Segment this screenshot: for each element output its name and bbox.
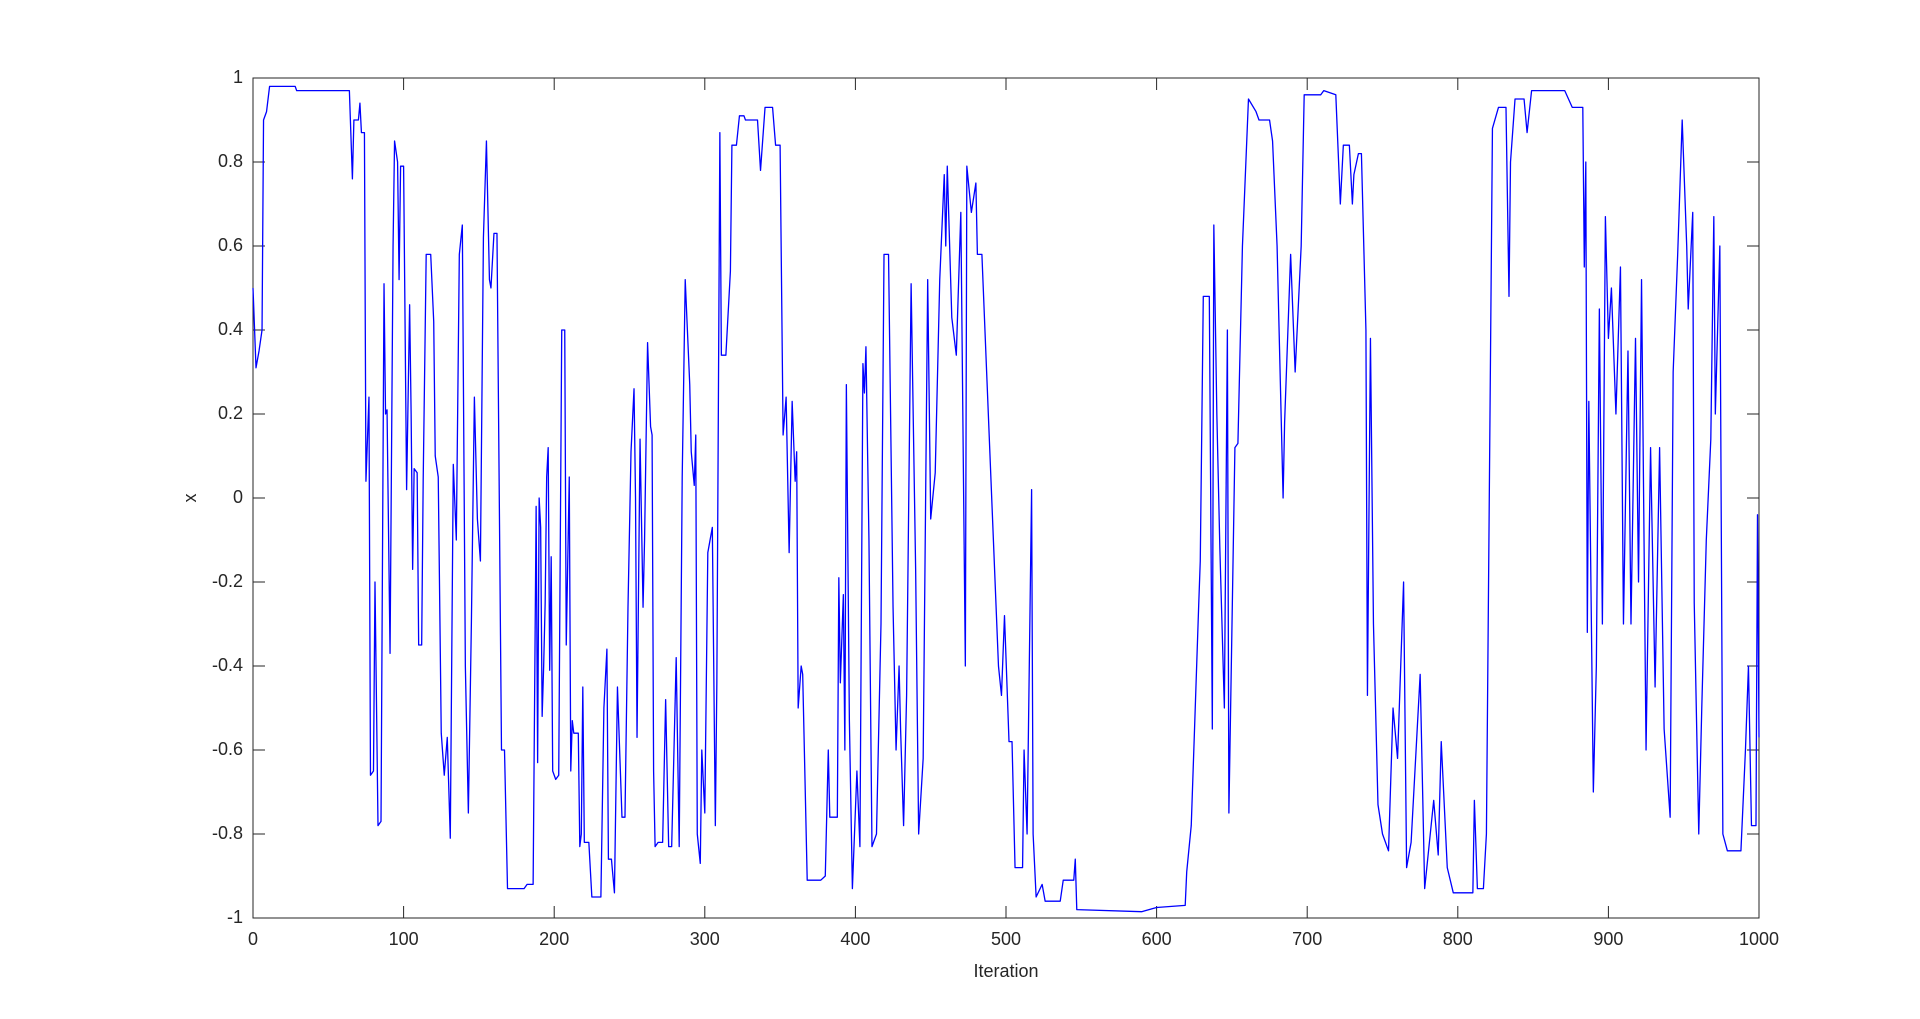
x-tick-label: 300 [690, 929, 720, 949]
y-tick-label: 0.8 [218, 151, 243, 171]
x-tick-label: 600 [1142, 929, 1172, 949]
x-tick-label: 900 [1593, 929, 1623, 949]
y-tick-label: 0.4 [218, 319, 243, 339]
y-tick-label: 1 [233, 67, 243, 87]
ticks: 0 100 200 300 400 500 600 700 800 900 1000 -1 -0.8 -0… [212, 67, 1779, 949]
y-tick-label: 0.6 [218, 235, 243, 255]
y-tick-label: -0.2 [212, 571, 243, 591]
y-tick-label: -0.4 [212, 655, 243, 675]
x-tick-label: 700 [1292, 929, 1322, 949]
y-axis-label: x [180, 494, 200, 503]
x-tick-label: 400 [840, 929, 870, 949]
y-tick-label: -1 [227, 907, 243, 927]
y-tick-label: 0 [233, 487, 243, 507]
x-tick-label: 500 [991, 929, 1021, 949]
y-tick-label: -0.8 [212, 823, 243, 843]
x-tick-label: 800 [1443, 929, 1473, 949]
x-tick-label: 200 [539, 929, 569, 949]
data-line [252, 85, 1760, 913]
x-tick-label: 1000 [1739, 929, 1779, 949]
x-axis-label: Iteration [973, 961, 1038, 981]
y-tick-label: -0.6 [212, 739, 243, 759]
y-tick-label: 0.2 [218, 403, 243, 423]
x-tick-label: 100 [389, 929, 419, 949]
lines [252, 85, 1760, 913]
x-tick-label: 0 [248, 929, 258, 949]
plot-area [252, 77, 1760, 919]
